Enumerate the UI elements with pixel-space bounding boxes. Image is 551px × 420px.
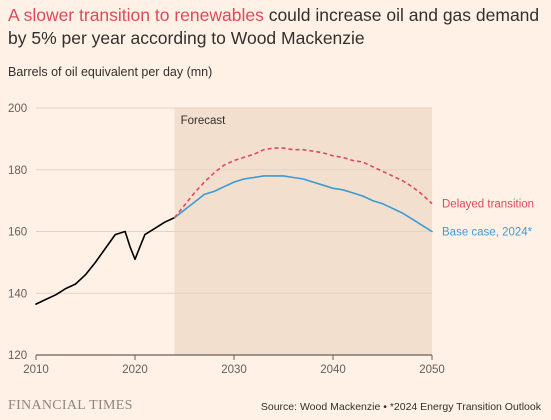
chart-title: A slower transition to renewables could …	[8, 4, 548, 50]
y-tick-label: 160	[8, 227, 27, 239]
x-tick-label: 2040	[320, 364, 346, 376]
x-tick-label: 2050	[419, 364, 445, 376]
series-line-historical	[35, 216, 176, 305]
source-note: Source: Wood Mackenzie • *2024 Energy Tr…	[260, 401, 541, 413]
x-tick-label: 2020	[122, 364, 148, 376]
series-end-label: Base case, 2024*	[442, 227, 533, 239]
y-tick-label: 200	[8, 103, 27, 115]
brand-logo: FINANCIAL TIMES	[8, 398, 133, 413]
series-end-label: Delayed transition	[442, 199, 534, 211]
series-line-base-case-2024	[173, 175, 433, 233]
title-rest: could increase oil and gas demand by 5% …	[8, 5, 540, 48]
x-tick-label: 2010	[23, 364, 49, 376]
x-tick-label: 2030	[221, 364, 247, 376]
y-tick-label: 140	[8, 288, 27, 300]
series-line-delayed-transition	[173, 147, 433, 219]
y-axis-unit-label: Barrels of oil equivalent per day (mn)	[8, 65, 213, 79]
y-tick-label: 120	[8, 350, 27, 362]
y-tick-label: 180	[8, 165, 27, 177]
title-highlight: A slower transition to renewables	[8, 5, 264, 25]
forecast-label: Forecast	[181, 115, 227, 127]
